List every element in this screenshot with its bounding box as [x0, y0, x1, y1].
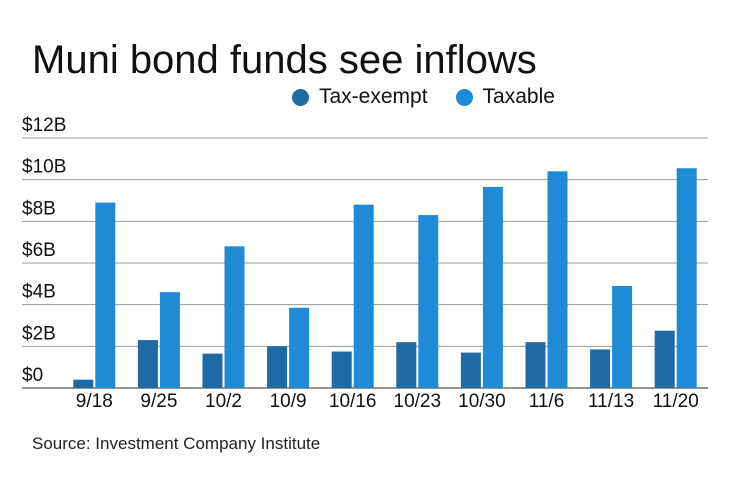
x-axis-tick-labels: 9/18 9/25 10/2 10/9 10/16 10/23 10/30 11/6 11/13…: [76, 391, 699, 412]
bar-taxable: [676, 168, 697, 388]
y-tick-label: $4B: [22, 282, 56, 303]
bar-taxable: [418, 215, 439, 388]
x-tick-label: 10/23: [394, 391, 442, 412]
y-tick-label: $8B: [22, 198, 56, 219]
bars: [73, 168, 697, 388]
bar-taxable: [224, 246, 245, 388]
bar-tax-exempt: [525, 342, 546, 388]
bar-tax-exempt: [460, 352, 481, 388]
x-tick-label: 11/6: [529, 391, 565, 412]
bar-taxable: [547, 171, 568, 388]
x-tick-label: 10/2: [205, 391, 242, 412]
source-note: Source: Investment Company Institute: [32, 434, 321, 453]
bar-taxable: [159, 292, 180, 388]
x-tick-label: 10/9: [270, 391, 307, 412]
legend-label-taxable: Taxable: [482, 85, 555, 108]
legend-label-tax-exempt: Tax-exempt: [319, 85, 428, 108]
y-tick-label: $12B: [22, 115, 66, 136]
y-tick-label: $10B: [22, 157, 66, 178]
y-tick-label: $6B: [22, 240, 56, 261]
bar-taxable: [612, 285, 633, 388]
bar-tax-exempt: [396, 342, 417, 388]
bar-tax-exempt: [267, 346, 288, 388]
bar-tax-exempt: [202, 353, 223, 388]
bar-taxable: [353, 204, 374, 388]
legend-swatch-taxable: [455, 88, 473, 106]
y-axis-tick-labels: $0 $2B $4B $6B $8B $10B $12B: [22, 115, 66, 386]
bar-tax-exempt: [137, 340, 158, 388]
x-tick-label: 10/30: [458, 391, 506, 412]
x-tick-label: 9/18: [76, 391, 113, 412]
legend-item-taxable: Taxable: [455, 85, 555, 109]
legend-item-tax-exempt: Tax-exempt: [292, 85, 428, 109]
x-tick-label: 10/16: [329, 391, 377, 412]
bar-taxable: [482, 186, 503, 388]
bar-taxable: [289, 307, 310, 388]
legend-swatch-tax-exempt: [292, 88, 309, 106]
bar-tax-exempt: [73, 379, 94, 388]
bar-taxable: [95, 202, 116, 388]
bar-tax-exempt: [590, 349, 611, 388]
y-tick-label: $2B: [22, 323, 56, 344]
x-tick-label: 11/13: [588, 391, 634, 412]
chart-title: Muni bond funds see inflows: [32, 38, 537, 82]
legend: Tax-exempt Taxable: [292, 84, 583, 110]
x-tick-label: 11/20: [653, 391, 699, 412]
bar-tax-exempt: [331, 351, 352, 388]
bar-tax-exempt: [654, 330, 675, 388]
x-tick-label: 9/25: [140, 391, 177, 412]
y-tick-label: $0: [22, 365, 43, 386]
